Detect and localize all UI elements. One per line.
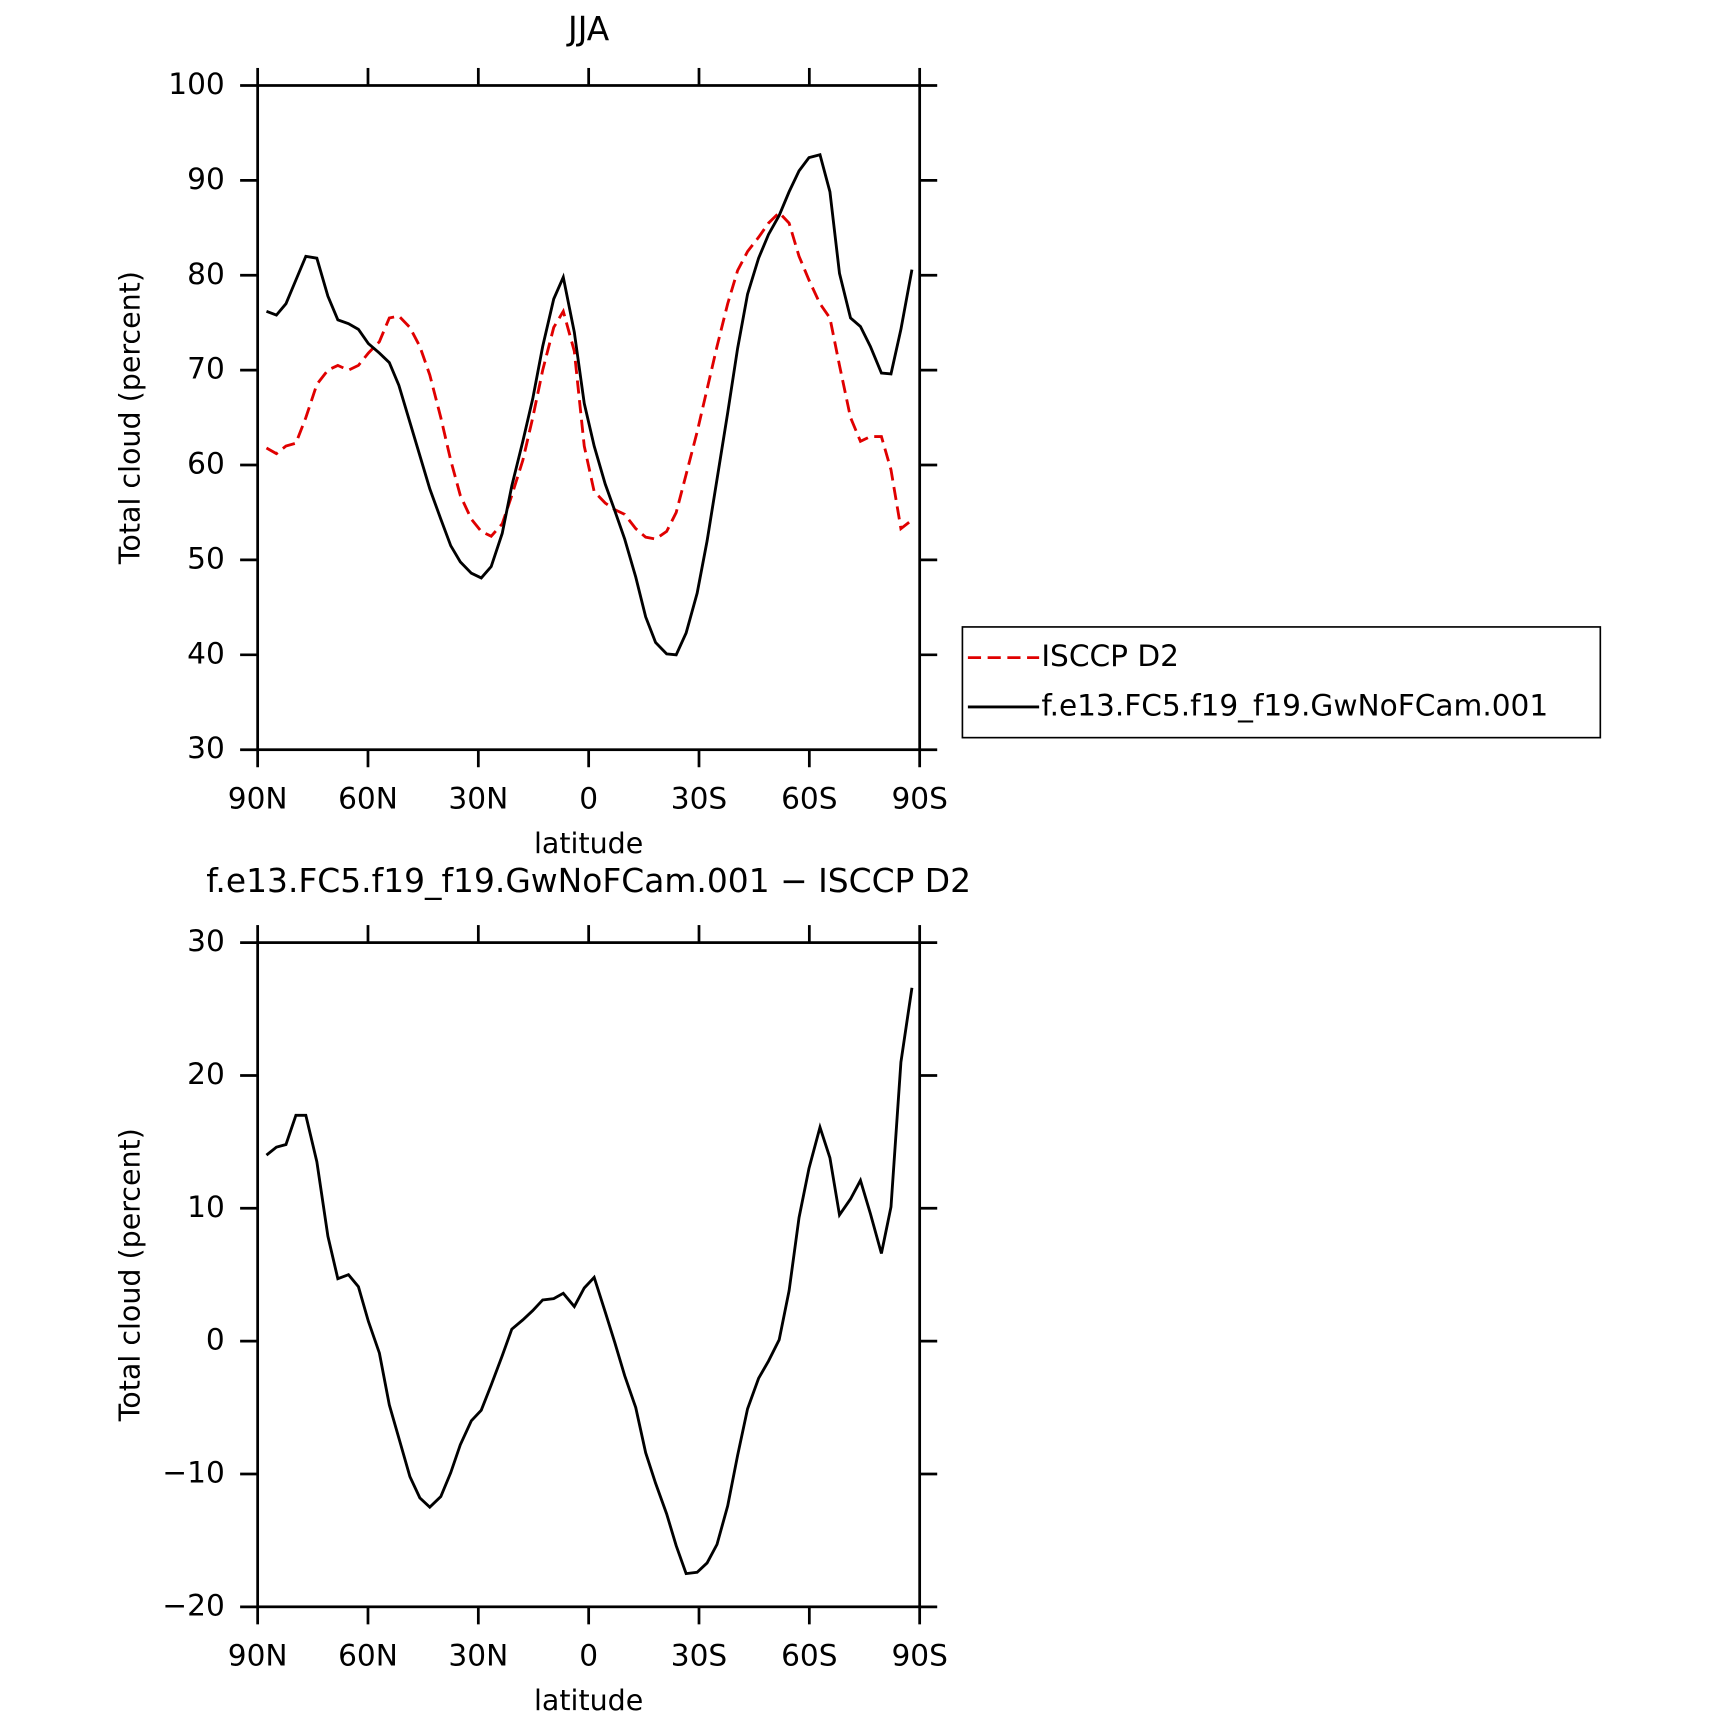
y-tick-label: 30 xyxy=(187,731,225,765)
y-axis-label: Total cloud (percent) xyxy=(114,271,147,565)
x-tick-label: 30N xyxy=(448,1639,508,1673)
x-tick-label: 30S xyxy=(671,782,727,816)
y-axis-label: Total cloud (percent) xyxy=(114,1128,147,1422)
y-tick-label: 90 xyxy=(187,162,225,196)
x-tick-label: 90N xyxy=(228,1639,288,1673)
legend-label: f.e13.FC5.f19_f19.GwNoFCam.001 xyxy=(1041,688,1548,722)
y-tick-label: 60 xyxy=(187,447,225,481)
x-tick-label: 0 xyxy=(579,1639,598,1673)
x-axis-label: latitude xyxy=(534,827,643,860)
y-tick-label: 50 xyxy=(187,541,225,575)
x-axis-label: latitude xyxy=(534,1684,643,1717)
x-tick-label: 30N xyxy=(448,782,508,816)
data-line xyxy=(265,987,914,1576)
x-tick-label: 90S xyxy=(891,782,947,816)
chart-title: f.e13.FC5.f19_f19.GwNoFCam.001 − ISCCP D… xyxy=(206,861,971,900)
x-tick-label: 90S xyxy=(891,1639,947,1673)
legend-label: ISCCP D2 xyxy=(1041,639,1179,673)
y-tick-label: 100 xyxy=(168,67,224,101)
x-tick-label: 0 xyxy=(579,782,598,816)
y-tick-label: −20 xyxy=(162,1588,224,1622)
y-tick-label: 80 xyxy=(187,257,225,291)
y-tick-label: 40 xyxy=(187,636,225,670)
plot-frame xyxy=(256,84,922,752)
x-tick-label: 60N xyxy=(338,1639,398,1673)
y-tick-label: 20 xyxy=(187,1057,225,1091)
x-tick-label: 60S xyxy=(781,782,837,816)
data-line xyxy=(265,153,914,657)
x-tick-label: 90N xyxy=(228,782,288,816)
y-tick-label: 0 xyxy=(206,1323,225,1357)
data-line xyxy=(265,210,913,541)
x-tick-label: 60N xyxy=(338,782,398,816)
plot-frame xyxy=(256,941,922,1609)
legend-box xyxy=(961,626,1602,739)
y-tick-label: 30 xyxy=(187,924,225,958)
x-tick-label: 30S xyxy=(671,1639,727,1673)
x-tick-label: 60S xyxy=(781,1639,837,1673)
y-tick-label: 70 xyxy=(187,352,225,386)
y-tick-label: −10 xyxy=(162,1455,224,1489)
y-tick-label: 10 xyxy=(187,1190,225,1224)
chart-title: JJA xyxy=(566,9,610,48)
